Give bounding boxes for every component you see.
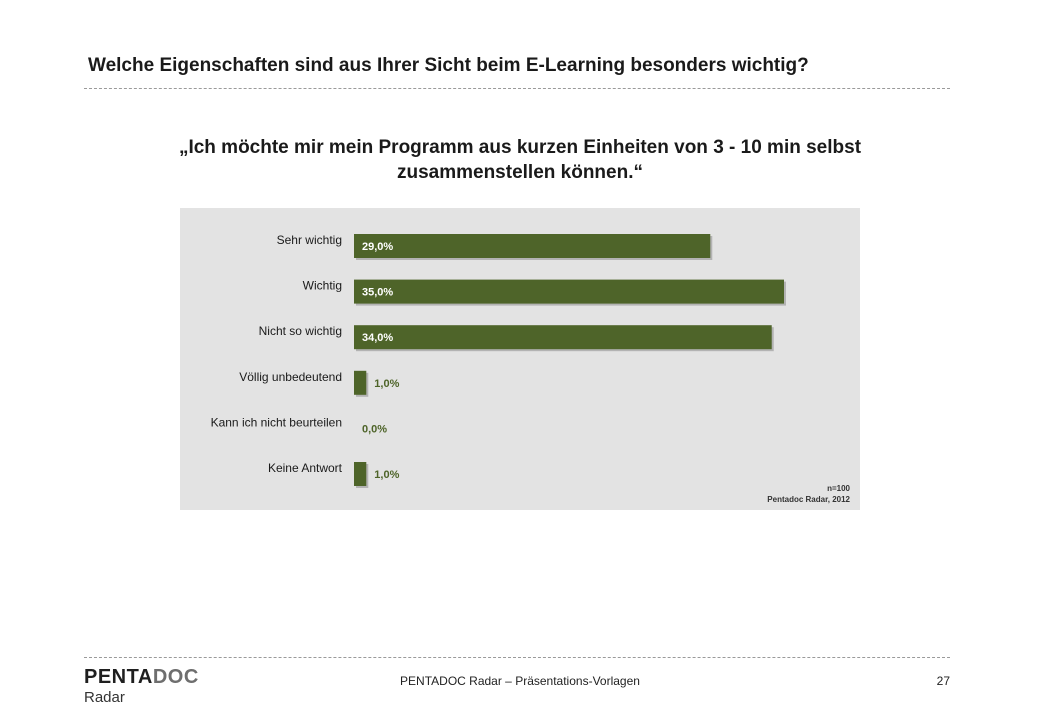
quote-line-2: zusammenstellen können.“ bbox=[396, 162, 643, 183]
logo-part-doc: DOC bbox=[152, 666, 199, 688]
category-label: Völlig unbedeutend bbox=[239, 370, 342, 384]
source-note: Pentadoc Radar, 2012 bbox=[767, 495, 850, 504]
data-label: 1,0% bbox=[374, 378, 399, 390]
sample-size-note: n=100 bbox=[827, 484, 850, 493]
category-label: Kann ich nicht beurteilen bbox=[211, 415, 342, 429]
bar bbox=[354, 279, 784, 304]
bar bbox=[354, 325, 772, 350]
footer-divider bbox=[84, 657, 950, 658]
data-label: 0,0% bbox=[362, 423, 387, 435]
data-label: 35,0% bbox=[362, 287, 393, 299]
chart-quote: „Ich möchte mir mein Programm aus kurzen… bbox=[0, 135, 1040, 185]
page-title: Welche Eigenschaften sind aus Ihrer Sich… bbox=[88, 55, 809, 76]
quote-line-1: „Ich möchte mir mein Programm aus kurzen… bbox=[178, 137, 862, 158]
header-divider bbox=[84, 88, 950, 89]
category-label: Nicht so wichtig bbox=[259, 324, 342, 338]
category-label: Sehr wichtig bbox=[277, 233, 342, 247]
category-label: Wichtig bbox=[303, 279, 342, 293]
page-number: 27 bbox=[936, 674, 950, 688]
bar bbox=[354, 234, 711, 258]
pentadoc-logo: PENTADOC Radar bbox=[84, 667, 214, 709]
data-label: 29,0% bbox=[362, 241, 393, 253]
logo-part-penta: PENTA bbox=[84, 666, 153, 688]
data-label: 34,0% bbox=[362, 332, 393, 344]
bar bbox=[354, 370, 367, 395]
data-label: 1,0% bbox=[374, 469, 399, 481]
bar bbox=[354, 462, 367, 486]
footer-text: PENTADOC Radar – Präsentations-Vorlagen bbox=[400, 674, 640, 688]
chart-panel: Sehr wichtig 29,0% Wichtig 35,0% Nicht so wi… bbox=[180, 208, 860, 510]
category-label: Keine Antwort bbox=[268, 461, 343, 475]
bar-chart: Sehr wichtig 29,0% Wichtig 35,0% Nicht so wi… bbox=[211, 233, 786, 488]
logo-wordmark: PENTADOC bbox=[84, 667, 214, 687]
logo-subtitle: Radar bbox=[84, 689, 125, 706]
